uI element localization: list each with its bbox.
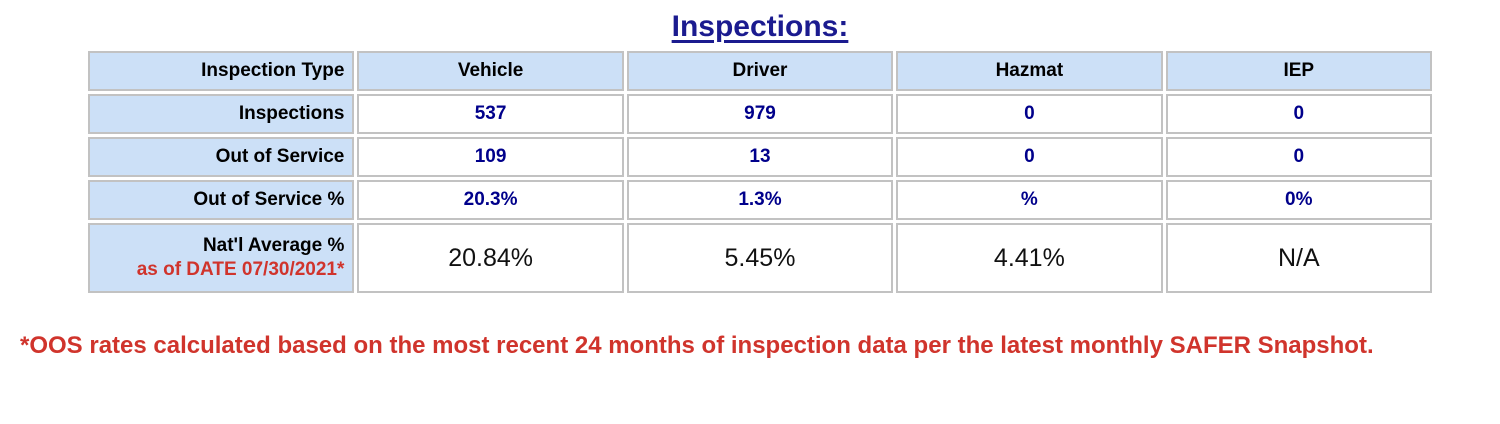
value-oos-pct-vehicle: 20.3% <box>357 180 624 220</box>
value-oos-pct-iep: 0% <box>1165 180 1432 220</box>
row-label-natl-average: Nat'l Average % as of DATE 07/30/2021* <box>88 223 355 293</box>
header-hazmat: Hazmat <box>896 51 1163 91</box>
inspections-title: Inspections: <box>671 10 849 43</box>
header-inspection-type: Inspection Type <box>88 51 355 91</box>
value-natl-avg-vehicle: 20.84% <box>357 223 624 293</box>
value-natl-avg-driver: 5.45% <box>626 223 894 293</box>
value-inspections-driver: 979 <box>626 94 894 134</box>
row-label-out-of-service-pct: Out of Service % <box>88 180 355 220</box>
value-oos-pct-hazmat: % <box>896 180 1163 220</box>
header-vehicle: Vehicle <box>357 51 624 91</box>
oos-footnote: *OOS rates calculated based on the most … <box>20 332 1374 359</box>
inspections-section: Inspections: Inspection Type Vehicle Dri… <box>85 10 1435 296</box>
value-natl-avg-hazmat: 4.41% <box>896 223 1163 293</box>
header-iep: IEP <box>1165 51 1432 91</box>
table-header-row: Inspection Type Vehicle Driver Hazmat IE… <box>88 51 1432 91</box>
row-label-inspections: Inspections <box>88 94 355 134</box>
value-oos-vehicle: 109 <box>357 137 624 177</box>
natl-average-label: Nat'l Average % <box>202 235 345 257</box>
value-oos-iep: 0 <box>1165 137 1432 177</box>
value-oos-driver: 13 <box>626 137 894 177</box>
header-driver: Driver <box>626 51 894 91</box>
inspections-table: Inspection Type Vehicle Driver Hazmat IE… <box>85 48 1435 296</box>
value-oos-pct-driver: 1.3% <box>626 180 894 220</box>
value-inspections-iep: 0 <box>1165 94 1432 134</box>
row-label-out-of-service: Out of Service <box>88 137 355 177</box>
table-row-out-of-service-pct: Out of Service % 20.3% 1.3% % 0% <box>88 180 1432 220</box>
value-inspections-hazmat: 0 <box>896 94 1163 134</box>
table-row-inspections: Inspections 537 979 0 0 <box>88 94 1432 134</box>
table-row-out-of-service: Out of Service 109 13 0 0 <box>88 137 1432 177</box>
natl-average-as-of-date: as of DATE 07/30/2021* <box>136 259 345 280</box>
value-inspections-vehicle: 537 <box>357 94 624 134</box>
table-row-natl-average: Nat'l Average % as of DATE 07/30/2021* 2… <box>88 223 1432 293</box>
value-natl-avg-iep: N/A <box>1165 223 1432 293</box>
value-oos-hazmat: 0 <box>896 137 1163 177</box>
